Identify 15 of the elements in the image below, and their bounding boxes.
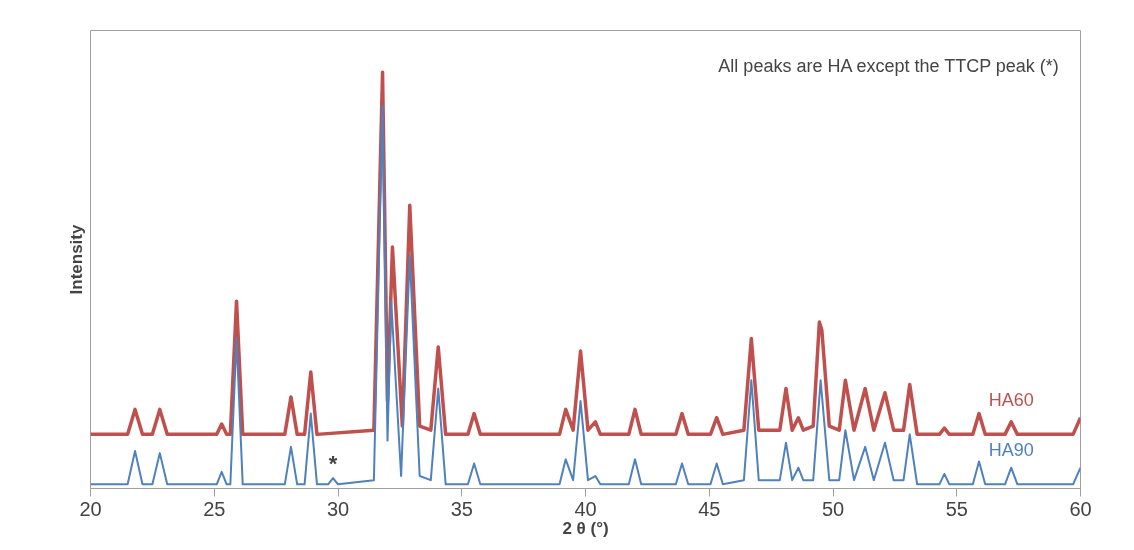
y-axis-title: Intensity (66, 224, 86, 295)
annotation: * (328, 451, 338, 477)
x-tick-label: 60 (1069, 497, 1092, 520)
x-tick-label: 30 (326, 497, 350, 520)
x-tick-label: 20 (79, 497, 102, 520)
x-tick-label: 45 (698, 497, 721, 520)
series-label: HA60 (988, 389, 1034, 410)
series-label: HA90 (988, 439, 1034, 460)
x-tick-label: 50 (821, 497, 845, 520)
x-tick-label: 25 (203, 497, 226, 520)
x-axis-title: 2 θ (°) (562, 518, 609, 538)
x-tick-label: 55 (945, 497, 968, 520)
annotation: All peaks are HA except the TTCP peak (*) (718, 55, 1059, 76)
x-tick-label: 35 (450, 497, 473, 520)
x-tick-label: 40 (574, 497, 597, 520)
